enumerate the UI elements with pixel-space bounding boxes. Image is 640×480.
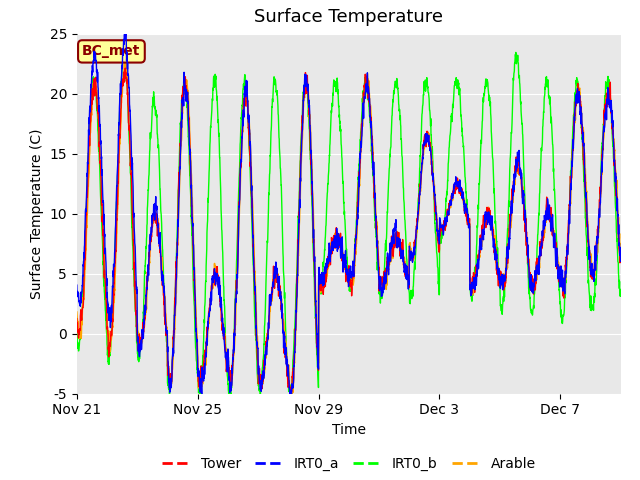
IRT0_a (159, 276, 166, 282)
IRT0_b (126, 148, 134, 154)
IRT0_b (547, 120, 555, 126)
Arable (126, 124, 134, 130)
Legend: Tower, IRT0_a, IRT0_b, Arable: Tower, IRT0_a, IRT0_b, Arable (156, 451, 541, 477)
X-axis label: Time: Time (332, 423, 366, 437)
Tower (73, 316, 81, 322)
Arable (194, 348, 202, 353)
IRT0_b (271, 78, 278, 84)
Arable (617, 255, 625, 261)
IRT0_a (194, 355, 202, 360)
Arable (287, 396, 295, 401)
IRT0_a (617, 255, 625, 261)
Tower (122, 65, 129, 71)
Tower (287, 395, 294, 400)
Line: IRT0_b: IRT0_b (77, 49, 621, 398)
IRT0_a (271, 268, 278, 274)
Arable (547, 210, 555, 216)
Arable (159, 273, 166, 278)
Tower (194, 356, 202, 361)
Tower (271, 283, 278, 289)
Tower (367, 110, 374, 116)
IRT0_b (367, 120, 374, 125)
Tower (547, 204, 555, 210)
IRT0_a (367, 113, 374, 119)
IRT0_a (73, 282, 81, 288)
Line: Arable: Arable (77, 62, 621, 398)
Tower (617, 253, 625, 259)
IRT0_a (126, 104, 134, 109)
Tower (126, 134, 134, 140)
Line: Tower: Tower (77, 68, 621, 397)
Title: Surface Temperature: Surface Temperature (254, 9, 444, 26)
IRT0_a (547, 225, 555, 231)
Text: BC_met: BC_met (82, 44, 141, 59)
IRT0_b (73, 324, 81, 329)
IRT0_b (617, 292, 625, 298)
Tower (159, 282, 166, 288)
IRT0_b (194, 370, 202, 375)
Arable (367, 102, 374, 108)
IRT0_a (287, 395, 294, 400)
Y-axis label: Surface Temperature (C): Surface Temperature (C) (30, 128, 44, 299)
IRT0_a (122, 23, 129, 29)
Line: IRT0_a: IRT0_a (77, 26, 621, 397)
IRT0_b (159, 246, 166, 252)
Arable (271, 276, 278, 282)
Arable (122, 59, 130, 65)
Arable (73, 309, 81, 315)
IRT0_b (120, 47, 128, 52)
IRT0_b (227, 396, 234, 401)
